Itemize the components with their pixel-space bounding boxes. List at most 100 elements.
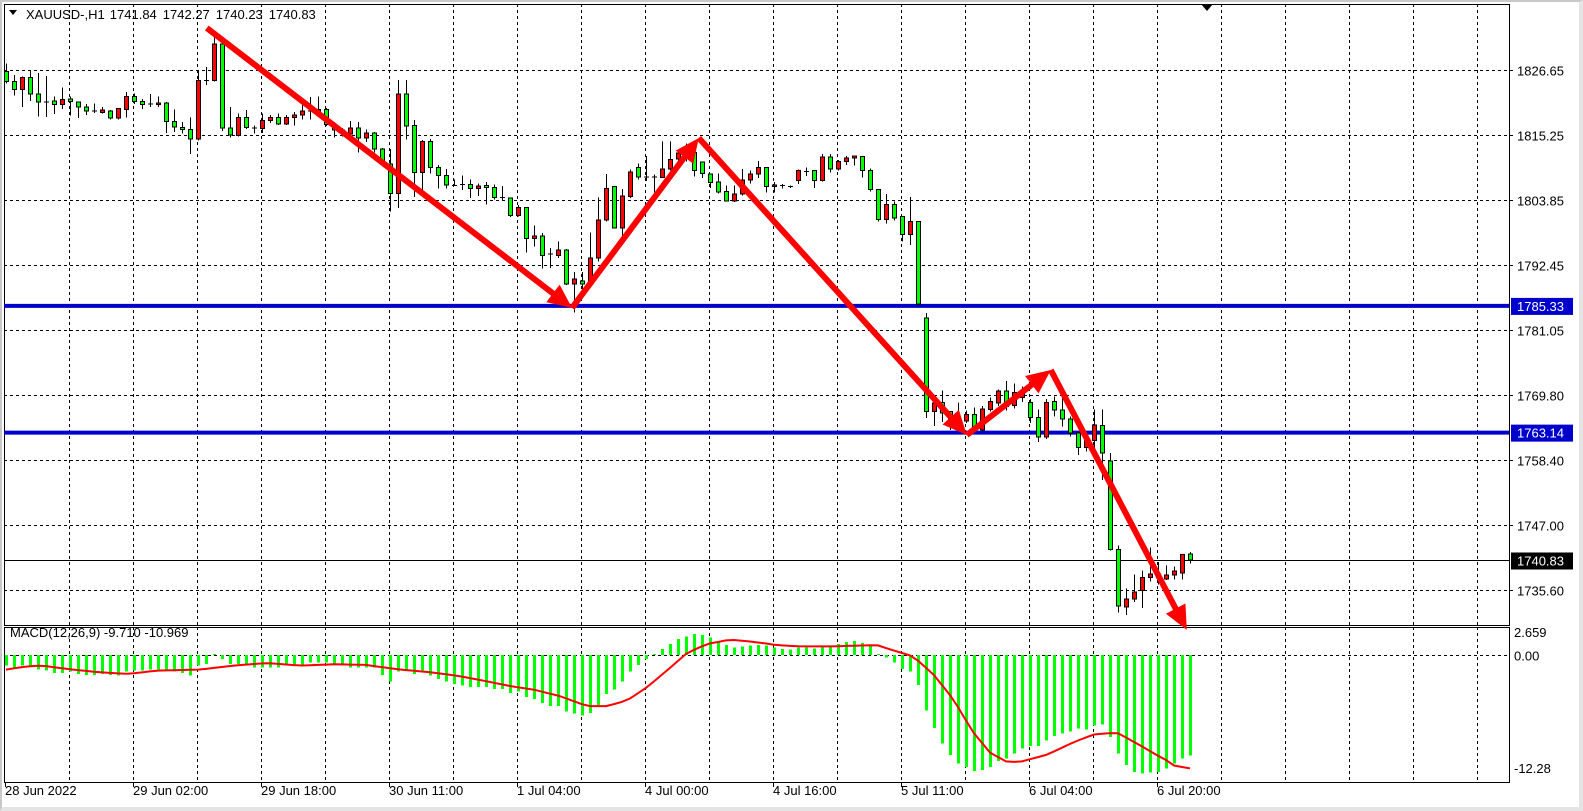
chart-shift-marker-icon[interactable] [1201,4,1213,11]
arrow-shaft [569,153,689,310]
trend-arrow[interactable] [1048,368,1187,630]
candle [836,159,841,171]
candle [484,182,489,205]
candle-body [996,390,1001,404]
macd-histogram-bar [61,654,64,673]
candle [732,185,737,203]
time-axis-label: 1 Jul 04:00 [517,783,581,798]
candle-body [1116,548,1121,607]
candle [564,248,569,285]
candle [212,34,217,82]
candle [844,155,849,166]
macd-histogram-bar [93,654,96,675]
candle [988,397,993,412]
candle [708,173,713,188]
header-low: 1740.23 [216,7,263,22]
candle [924,312,929,418]
candle-body [172,121,177,128]
macd-histogram-bar [853,641,856,655]
price-axis-label: 1735.60 [1517,584,1564,599]
candle [404,79,409,140]
candle [612,186,617,229]
macd-histogram-bar [365,654,368,668]
macd-histogram-bar [653,653,656,655]
macd-histogram-bar [885,654,888,658]
macd-histogram-bar [125,654,128,672]
time-axis-label: 6 Jul 04:00 [1029,783,1093,798]
candle-body [36,93,41,103]
candle [428,138,433,174]
candle-body [820,156,825,181]
macd-histogram-bar [269,654,272,668]
arrow-shaft [696,135,955,421]
candle [604,174,609,222]
price-axis-label: 1769.80 [1517,389,1564,404]
triangle-down-icon[interactable] [9,10,17,15]
macd-histogram-bar [669,644,672,655]
candle-body [844,157,849,163]
candle-body [1132,591,1137,600]
candle [852,155,857,166]
macd-histogram-bar [765,645,768,655]
macd-histogram-bar [933,654,936,729]
candle-body [396,93,401,195]
candle-body [916,221,921,305]
candle [100,106,105,114]
time-axis-label: 4 Jul 16:00 [773,783,837,798]
candle [244,110,249,130]
macd-histogram-bar [317,654,320,663]
candle [892,201,897,221]
candle [636,163,641,180]
candle [460,175,465,191]
candle [148,94,153,107]
macd-histogram-bar [333,654,336,664]
macd-histogram-bar [901,654,904,669]
macd-histogram-bar [949,654,952,756]
candle-body [1172,570,1177,576]
candle-body [188,129,193,140]
candle [1164,565,1169,581]
macd-histogram-bar [221,654,224,660]
candle [468,179,473,199]
macd-histogram-bar [997,654,1000,762]
candle-body [404,93,409,127]
macd-panel-frame [4,627,1510,783]
macd-histogram-bar [453,654,456,684]
candle [396,79,401,208]
macd-axis-max-label: 2.659 [1514,625,1547,640]
candle-body [52,100,57,106]
trend-arrow[interactable] [569,137,699,310]
macd-histogram-bar [461,654,464,686]
candle-body [924,317,929,413]
macd-histogram-bar [701,635,704,655]
candle [716,173,721,194]
candle [76,101,81,119]
macd-histogram-bar [725,645,728,655]
time-axis-label: 5 Jul 11:00 [901,783,964,798]
arrow-shaft [204,25,557,297]
macd-histogram-bar [749,645,752,655]
candle [996,389,1001,407]
candle [620,189,625,237]
macd-histogram-bar [517,654,520,692]
candle [364,129,369,143]
macd-histogram-bar [37,654,40,670]
trend-arrow[interactable] [964,369,1051,438]
trend-arrow[interactable] [696,135,967,435]
candle [300,105,305,120]
candle [820,154,825,182]
trend-arrow[interactable] [204,25,572,308]
macd-histogram-bar [101,654,104,674]
macd-histogram-bar [85,654,88,675]
candle [60,87,65,110]
macd-histogram [5,634,1192,774]
macd-histogram-bar [349,654,352,668]
price-level-badge [1511,297,1573,315]
candle [1052,396,1057,417]
macd-axis-zero-label: 0.00 [1514,649,1539,664]
candles [4,34,1193,616]
arrow-shaft [1048,368,1180,612]
candle-body [20,77,25,91]
macd-histogram-bar [405,654,408,671]
